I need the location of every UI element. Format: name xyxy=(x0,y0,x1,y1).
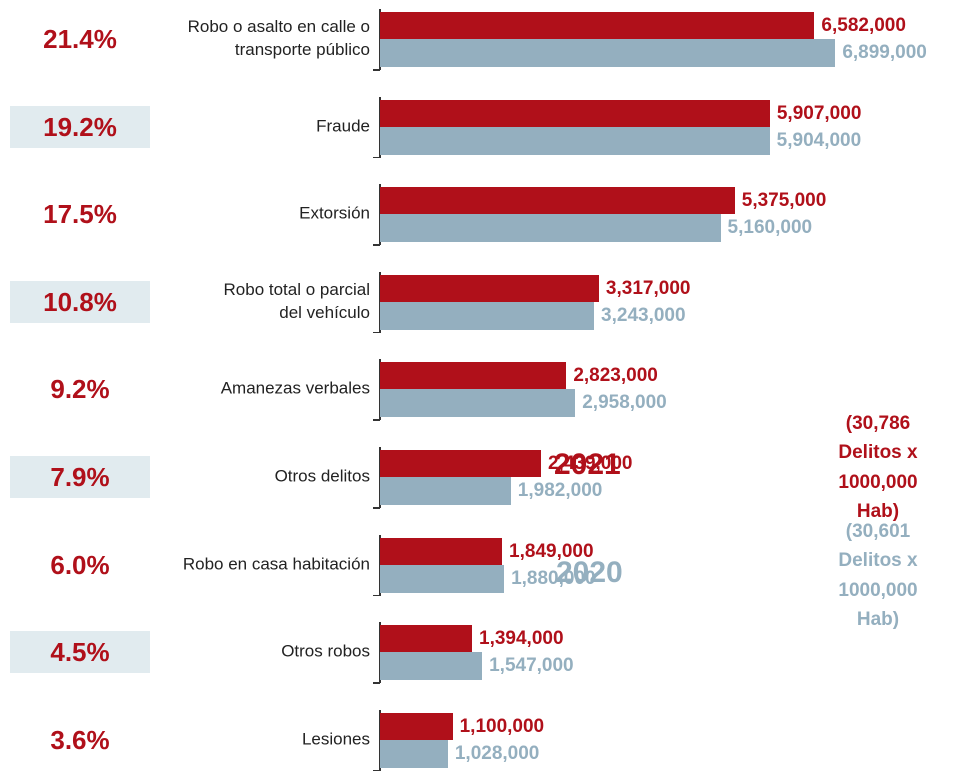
category-label: Amanezas verbales xyxy=(220,378,370,398)
category-label: Fraude xyxy=(316,116,370,136)
category-label: Otros robos xyxy=(281,641,370,661)
value-label: 5,904,000 xyxy=(776,129,862,151)
axis-line xyxy=(379,96,381,158)
axis-tick xyxy=(373,69,380,71)
bar xyxy=(380,652,483,681)
axis-tick xyxy=(373,419,380,421)
bar xyxy=(380,12,815,39)
bar xyxy=(380,274,599,302)
category-label: Robo o asalto en calle o transporte públ… xyxy=(187,17,370,59)
share-label: 10.8% xyxy=(10,280,150,323)
axis-tick xyxy=(373,682,380,684)
axis-tick xyxy=(373,331,380,334)
value-label: 2,439,000 xyxy=(547,453,633,474)
value-label: 3,243,000 xyxy=(601,304,686,326)
category-label: Robo total o parcial del vehículo xyxy=(223,279,370,322)
bar xyxy=(380,477,511,505)
bar xyxy=(380,301,595,330)
legend-year: 2021 xyxy=(554,448,621,481)
bar xyxy=(380,214,721,243)
bar xyxy=(380,450,541,477)
category-label: Lesiones xyxy=(301,729,370,749)
value-label: 1,028,000 xyxy=(454,742,540,764)
legend-year: 2020 xyxy=(556,556,623,589)
share-label: 4.5% xyxy=(10,631,150,674)
category-label: Extorsión xyxy=(299,203,370,223)
value-label: 1,547,000 xyxy=(489,655,574,677)
axis-tick xyxy=(373,156,380,159)
bar xyxy=(380,564,505,593)
value-label: 3,317,000 xyxy=(605,277,691,299)
axis-line xyxy=(379,359,381,421)
bar xyxy=(380,126,770,155)
bar xyxy=(380,537,503,565)
legend-note: (30,601 Delitos x 1000,000 Hab) xyxy=(838,521,918,631)
bar xyxy=(380,39,836,67)
value-label: 1,880,000 xyxy=(511,567,596,589)
axis-line xyxy=(379,271,381,333)
axis-tick xyxy=(373,507,380,509)
bar xyxy=(380,362,567,390)
axis-line xyxy=(379,9,381,70)
category-label: Otros delitos xyxy=(274,466,370,486)
share-label: 17.5% xyxy=(43,199,117,230)
value-label: 2,958,000 xyxy=(582,392,667,414)
share-label: 6.0% xyxy=(50,549,110,580)
share-label: 19.2% xyxy=(10,105,150,148)
value-label: 1,982,000 xyxy=(517,480,603,501)
axis-tick xyxy=(373,769,380,772)
bar xyxy=(380,389,576,418)
share-label: 21.4% xyxy=(43,24,117,54)
category-label: Robo en casa habitación xyxy=(182,554,370,574)
value-label: 1,849,000 xyxy=(509,540,594,562)
value-label: 6,899,000 xyxy=(842,42,927,63)
axis-tick xyxy=(373,594,380,597)
value-label: 1,394,000 xyxy=(479,628,564,650)
share-label: 3.6% xyxy=(50,724,110,755)
axis-line xyxy=(379,447,381,508)
axis-line xyxy=(379,709,381,771)
axis-tick xyxy=(373,244,380,246)
axis-line xyxy=(379,184,381,246)
value-label: 5,907,000 xyxy=(776,102,862,124)
value-label: 5,160,000 xyxy=(727,217,813,239)
bar xyxy=(380,187,735,215)
value-label: 5,375,000 xyxy=(741,190,827,212)
axis-line xyxy=(379,622,381,684)
bar xyxy=(380,99,770,127)
value-label: 6,582,000 xyxy=(821,15,906,36)
bar xyxy=(380,739,448,768)
axis-line xyxy=(379,534,381,596)
share-label: 7.9% xyxy=(10,456,150,498)
share-label: 9.2% xyxy=(50,374,110,405)
value-label: 1,100,000 xyxy=(459,715,545,737)
bar xyxy=(380,625,472,653)
bar xyxy=(380,712,453,740)
value-label: 2,823,000 xyxy=(573,365,658,387)
legend-note: (30,786 Delitos x 1000,000 Hab) xyxy=(838,413,918,523)
